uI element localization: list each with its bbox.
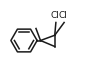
Text: Cl: Cl (59, 11, 68, 20)
Text: Cl: Cl (51, 11, 60, 20)
